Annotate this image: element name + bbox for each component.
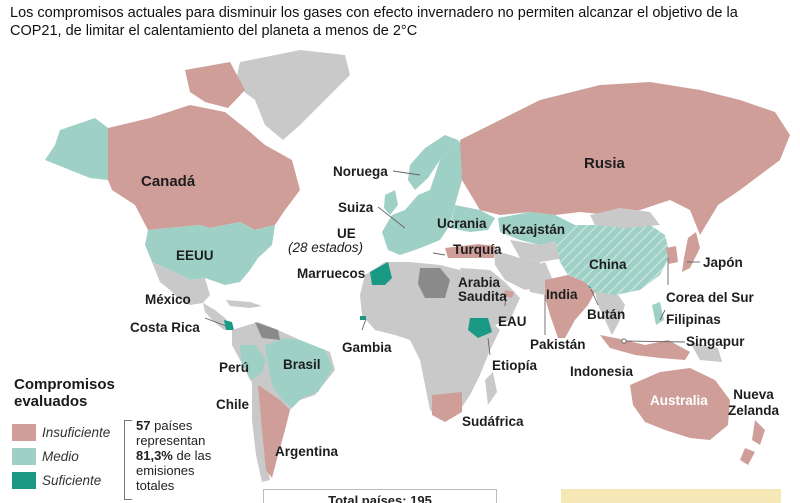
label-brasil: Brasil [283,357,321,372]
india-shape [545,275,595,338]
venezuela-shape [255,322,280,340]
stat-text3: de las [176,448,212,463]
legend-label-insuficiente: Insuficiente [42,425,111,440]
note-box [561,489,781,503]
map-title: Los compromisos actuales para disminuir … [10,5,738,39]
central-asia-shape [510,240,565,262]
norway-shape [408,135,458,190]
label-australia: Australia [650,393,708,408]
label-eeuu: EEUU [176,248,214,263]
singapore-dot [621,338,627,344]
label-nueva-zelanda: Nueva Zelanda [728,387,780,418]
stat-text2: representan [136,433,206,448]
label-suiza: Suiza [338,200,374,215]
usa-shape [145,222,275,285]
brasil-shape [265,338,333,408]
legend-swatch-suficiente [12,472,36,489]
canada-islands-shape [185,62,245,108]
label-chile: Chile [216,397,250,412]
label-butan: Bután [587,307,626,322]
argentina-shape [258,385,290,478]
philippines-shape [652,302,664,325]
morocco-shape [370,262,392,285]
label-rusia: Rusia [584,155,625,172]
indonesia-shape [600,335,690,360]
label-ue: UE [337,226,356,241]
label-argentina: Argentina [275,444,339,459]
stat-count: 57 [136,418,151,433]
legend-swatch-insuficiente [12,424,36,441]
legend-item-suficiente: Suficiente [12,472,101,489]
label-etiopia: Etiopía [492,358,538,373]
label-costa-rica: Costa Rica [130,320,200,335]
label-gambia: Gambia [342,340,392,355]
legend-bracket [124,420,132,500]
legend-item-medio: Medio [12,448,79,465]
peru-shape [240,345,266,380]
stat-text4: emisiones [136,463,195,478]
uk-shape [384,190,398,215]
stat-text1: países [154,418,193,433]
label-singapur: Singapur [686,334,745,349]
legend-stats: 57 países representan 81,3% de las emisi… [136,418,211,493]
ethiopia-shape [468,318,492,338]
uae-shape [504,290,514,298]
label-corea-del-sur: Corea del Sur [666,290,754,305]
label-filipinas: Filipinas [666,312,721,327]
label-peru: Perú [219,360,250,375]
label-indonesia: Indonesia [570,364,634,379]
africa-shape [360,262,500,420]
south-africa-shape [432,392,462,422]
label-china: China [589,257,627,272]
label-marruecos: Marruecos [297,266,366,281]
new-zealand-shape [740,420,765,465]
alaska-shape [45,118,108,180]
australia-shape [630,368,730,440]
label-mexico: México [145,292,191,307]
mexico-shape [152,262,210,305]
total-countries-box: Total países: 195 [263,489,497,503]
label-japon: Japón [703,255,743,270]
label-ucrania: Ucrania [437,216,487,231]
russia-shape [460,82,790,235]
label-noruega: Noruega [333,164,388,179]
legend-title: Compromisos evaluados [14,376,115,410]
label-turquia: Turquía [453,242,502,257]
stat-text5: totales [136,478,175,493]
canada-shape [108,105,300,230]
label-sudafrica: Sudáfrica [462,414,524,429]
label-canada: Canadá [141,173,196,190]
label-arabia-saudita: Arabia Saudita [458,275,507,304]
legend: Compromisos evaluados Insuficiente Medio… [12,376,282,503]
legend-label-medio: Medio [42,449,79,464]
legend-item-insuficiente: Insuficiente [12,424,110,441]
korea-shape [666,246,678,264]
libya-shape [418,268,450,298]
china-shape [555,220,670,295]
legend-label-suficiente: Suficiente [42,473,102,488]
ukraine-shape [450,205,495,232]
japan-shape [682,232,700,272]
kazakhstan-shape [498,212,575,245]
costa-rica-shape [224,320,234,330]
stat-pct: 81,3% [136,448,173,463]
gambia-shape [360,316,366,320]
label-india: India [546,287,578,302]
label-ue-note: (28 estados) [288,240,364,255]
new-guinea-shape [690,342,722,362]
southeast-asia-shape [595,290,625,335]
label-pakistan: Pakistán [530,337,586,352]
greenland-shape [235,50,350,140]
caribbean-shape [226,300,262,308]
world-map [45,50,790,482]
madagascar-shape [485,372,497,405]
label-kazajstan: Kazajstán [502,222,566,237]
mongolia-shape [590,208,660,228]
label-eau: EAU [498,314,527,329]
legend-swatch-medio [12,448,36,465]
turkey-shape [445,244,495,258]
arabia-shape [460,268,520,325]
